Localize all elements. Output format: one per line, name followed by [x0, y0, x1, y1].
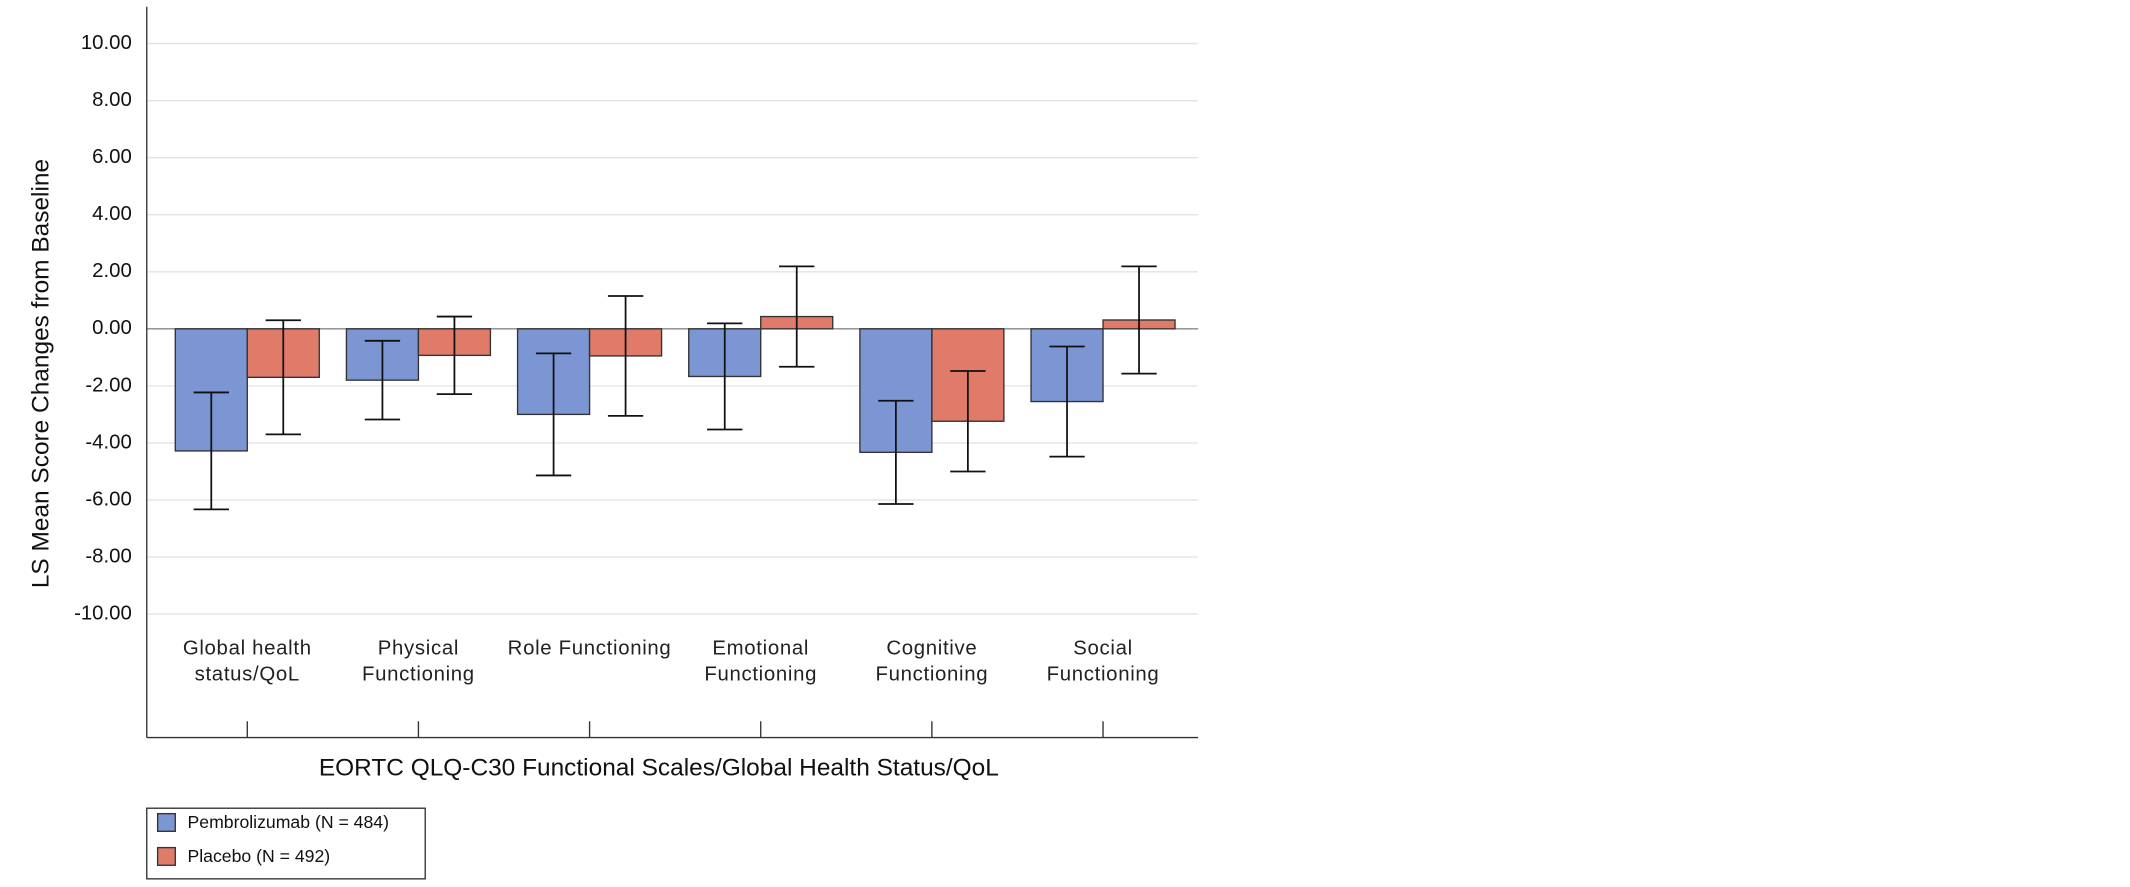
error-bar — [364, 339, 401, 421]
legend-swatch — [156, 812, 176, 832]
legend-label: Pembrolizumab (N = 484) — [188, 812, 389, 832]
x-tick-label-box: Cognitive Functioning — [875, 637, 989, 686]
y-tick-label: -8.00 — [85, 545, 131, 567]
y-tick-label: -4.00 — [85, 431, 131, 453]
error-bar — [535, 352, 572, 477]
x-tick-label-box: Global health status/QoL — [182, 637, 312, 686]
error-bar — [878, 399, 914, 505]
error-bar — [193, 391, 229, 511]
error-bar — [1121, 265, 1157, 375]
error-bar — [707, 322, 743, 431]
y-axis-title: LS Mean Score Changes from Baseline — [28, 159, 55, 588]
x-axis-title: EORTC QLQ-C30 Functional Scales/Global H… — [319, 754, 999, 781]
x-tick-label: Cognitive Functioning — [875, 637, 989, 686]
error-bar — [1049, 345, 1085, 458]
error-bar — [607, 295, 644, 417]
error-bar — [950, 370, 986, 473]
x-tick-label: Physical Functioning — [362, 637, 475, 686]
y-tick-label: 4.00 — [92, 203, 132, 225]
error-bar — [779, 265, 815, 368]
x-tick-label-box: Role Functioning — [507, 637, 672, 661]
error-bar — [436, 315, 473, 396]
x-tick-label-box: Emotional Functioning — [704, 637, 818, 686]
legend-label: Placebo (N = 492) — [188, 846, 331, 866]
y-tick-label: -2.00 — [85, 374, 131, 396]
x-tick-label: Social Functioning — [1046, 637, 1160, 686]
legend — [146, 807, 426, 880]
x-tick-label-box: Physical Functioning — [362, 637, 475, 686]
y-tick-label: -6.00 — [85, 488, 131, 510]
x-tick-label: Role Functioning — [507, 637, 672, 661]
y-tick-label: -10.00 — [74, 602, 132, 624]
y-tick-label: 6.00 — [92, 146, 132, 168]
error-bar — [265, 319, 301, 436]
x-tick-label-box: Social Functioning — [1046, 637, 1160, 686]
y-tick-label: 10.00 — [81, 32, 132, 54]
y-tick-label: 2.00 — [92, 260, 132, 282]
x-tick-label: Global health status/QoL — [182, 637, 312, 686]
y-tick-label: 0.00 — [92, 317, 132, 339]
x-tick-label: Emotional Functioning — [704, 637, 818, 686]
y-tick-label: 8.00 — [92, 89, 132, 111]
legend-swatch — [156, 846, 176, 866]
